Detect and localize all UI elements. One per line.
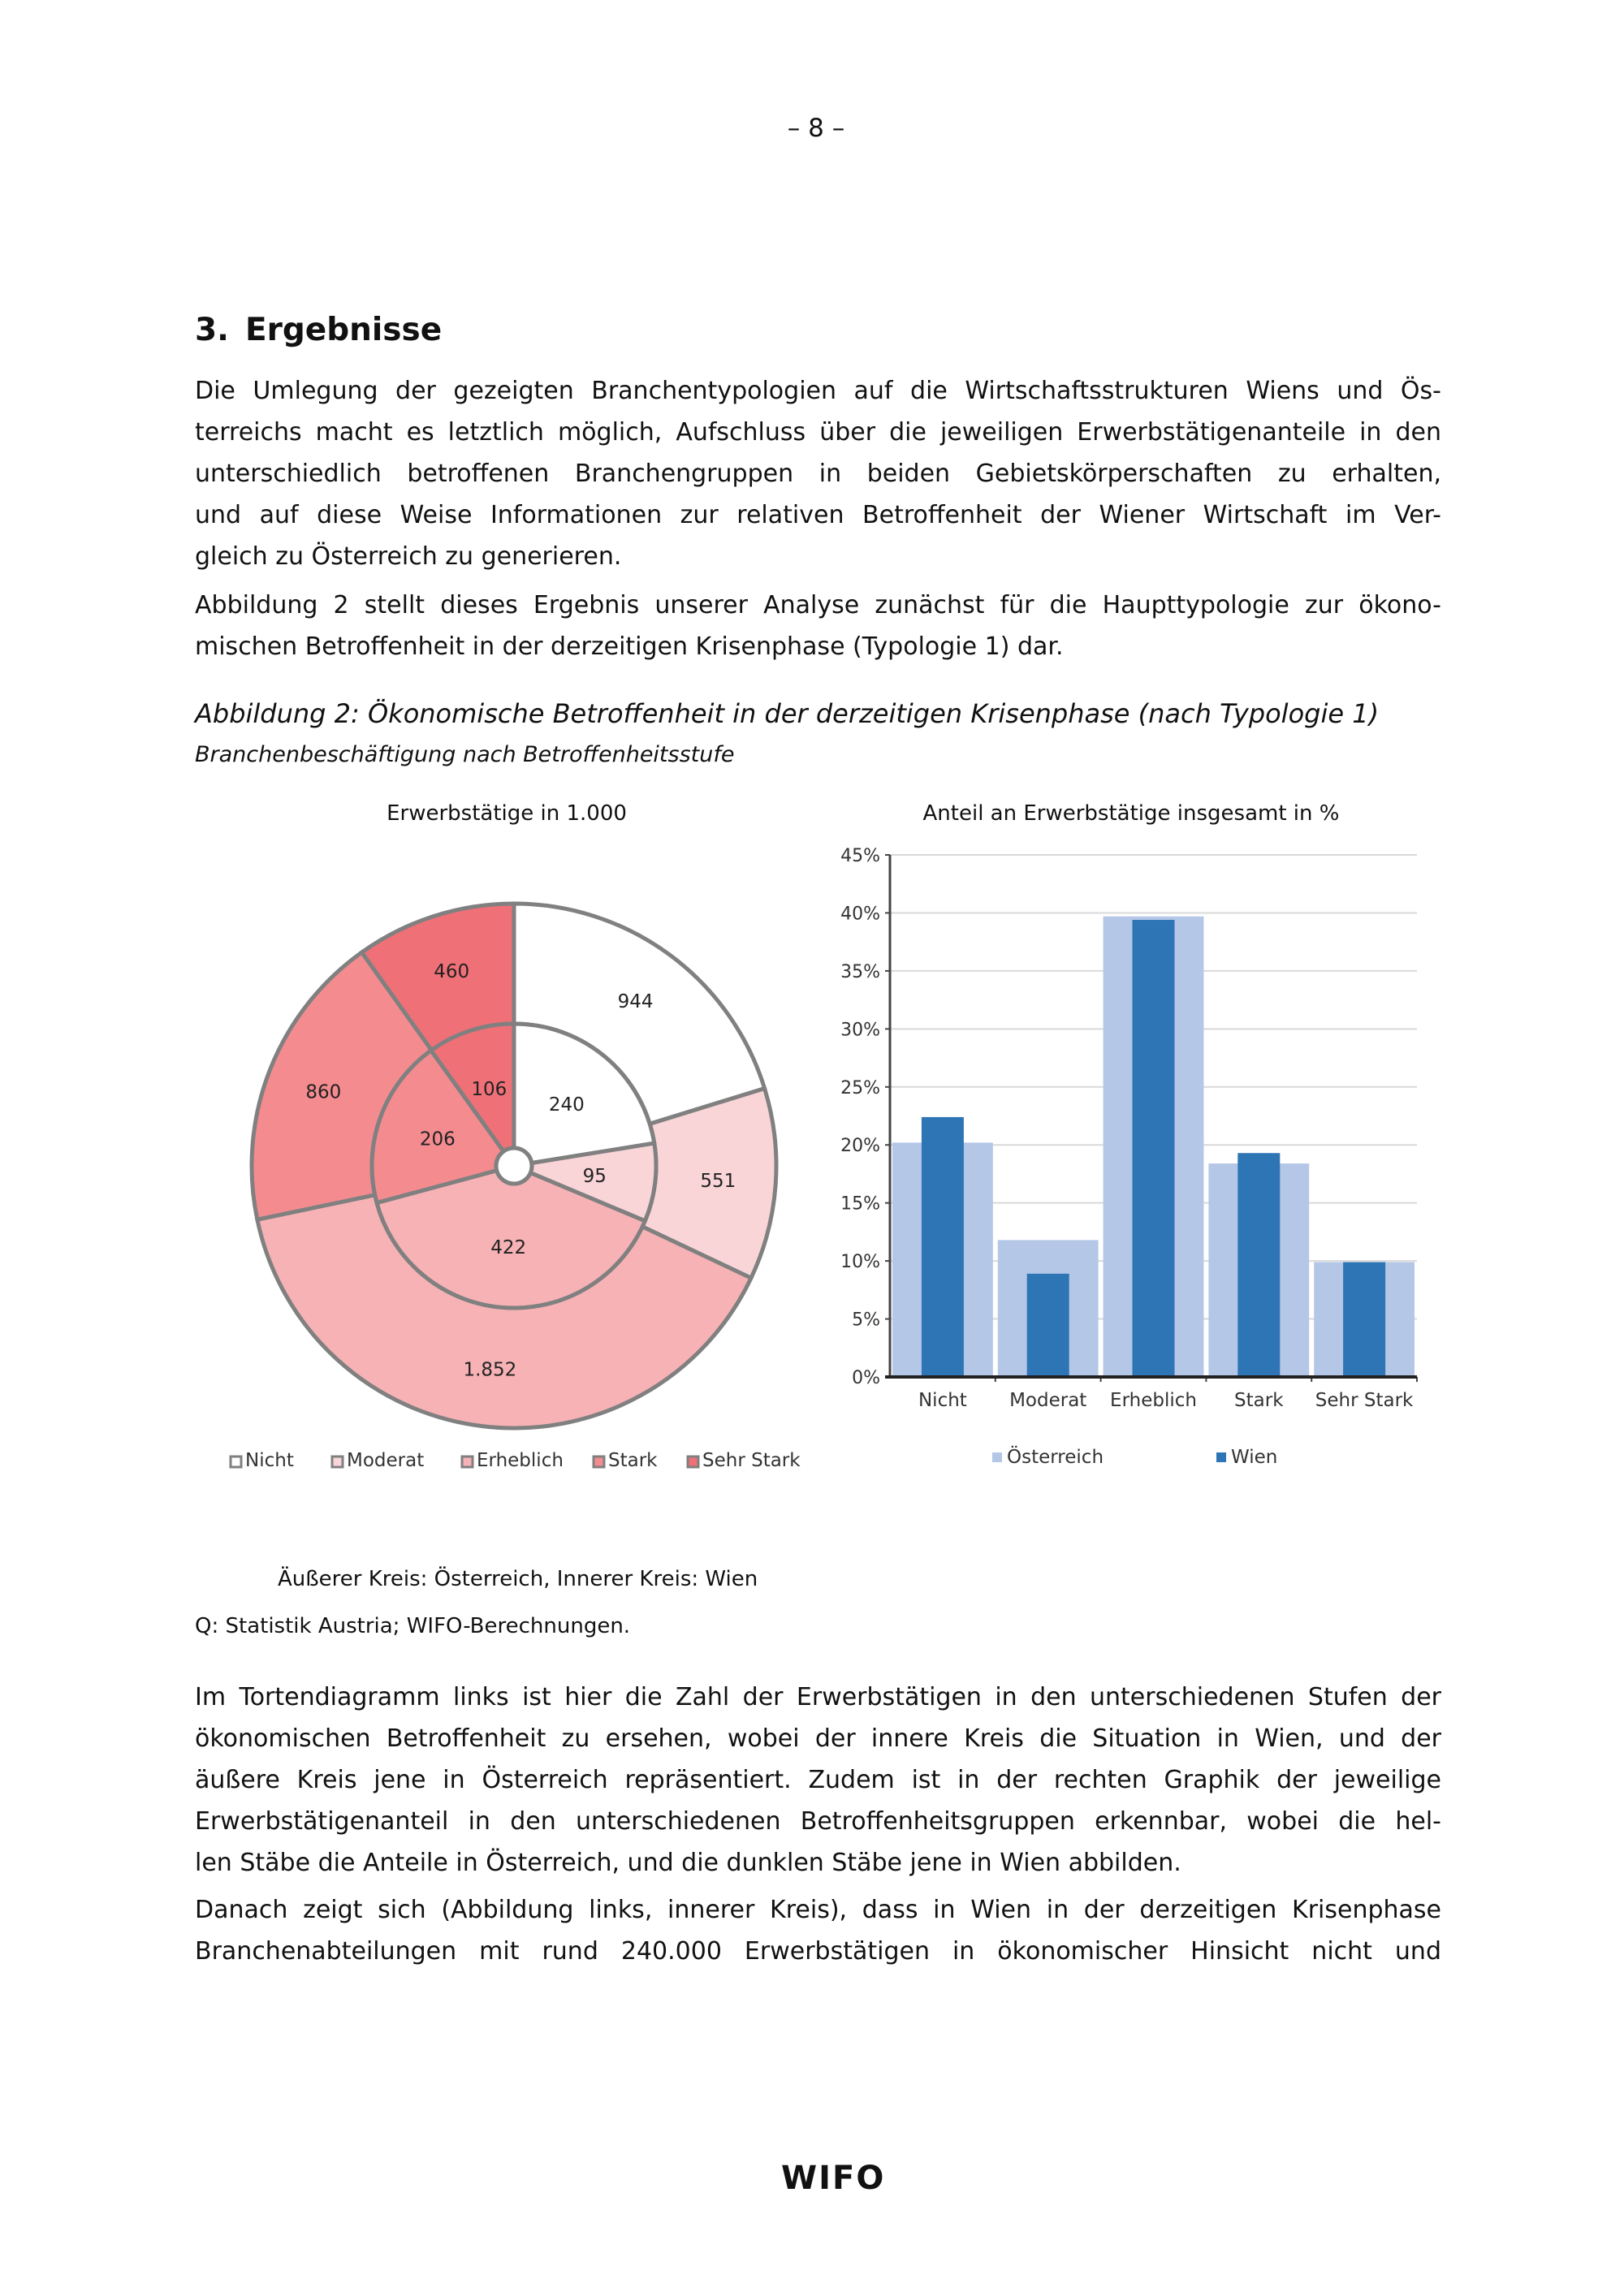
legend-swatch xyxy=(1216,1452,1226,1462)
bar-wien xyxy=(1132,920,1175,1377)
pie-data-label: 551 xyxy=(700,1171,736,1192)
text-line: Abbildung 2 stellt dieses Ergebnis unser… xyxy=(195,591,1441,619)
legend-swatch xyxy=(460,1455,474,1469)
x-tick-label: Erheblich xyxy=(1110,1390,1197,1411)
legend-label: Stark xyxy=(608,1450,658,1471)
bar-wien xyxy=(1343,1262,1386,1377)
x-tick-label: Sehr Stark xyxy=(1315,1390,1414,1411)
x-tick-label: Moderat xyxy=(1009,1390,1086,1411)
legend-swatch xyxy=(992,1452,1002,1462)
y-tick-label: 5% xyxy=(852,1310,880,1331)
figure-source: Q: Statistik Austria; WIFO-Berechnungen. xyxy=(195,1614,631,1638)
legend-swatch xyxy=(592,1455,606,1469)
page-number: – 8 – xyxy=(787,114,845,143)
y-tick-label: 40% xyxy=(840,904,880,924)
text-line: Die Umlegung der gezeigten Branchentypol… xyxy=(195,377,1441,405)
text-line: ökonomischen Betroffenheit zu ersehen, w… xyxy=(195,1724,1441,1753)
y-tick-label: 15% xyxy=(840,1194,880,1215)
y-tick-label: 30% xyxy=(840,1020,880,1040)
text-line: terreichs macht es letztlich möglich, Au… xyxy=(195,418,1441,447)
text-line: äußere Kreis jene in Österreich repräsen… xyxy=(195,1766,1441,1794)
legend-label: Österreich xyxy=(1007,1445,1104,1468)
y-tick-label: 20% xyxy=(840,1136,880,1156)
wifo-logo: WIFO xyxy=(781,2160,886,2197)
figure-caption: Abbildung 2: Ökonomische Betroffenheit i… xyxy=(195,698,1380,729)
pie-data-label: 944 xyxy=(618,991,654,1012)
section-heading: 3. Ergebnisse xyxy=(195,312,442,348)
pie-data-label: 1.852 xyxy=(463,1359,516,1380)
text-line: und auf diese Weise Informationen zur re… xyxy=(195,501,1441,529)
text-line: gleich zu Österreich zu generieren. xyxy=(195,542,622,571)
x-tick-label: Nicht xyxy=(918,1390,967,1411)
pie-center-hole xyxy=(494,1146,534,1186)
legend-label: Nicht xyxy=(245,1450,294,1471)
pie-data-label: 106 xyxy=(471,1079,507,1100)
figure-charts: Erwerbstätige in 1.000 944 551 1.852 860 460… xyxy=(229,801,1418,1471)
pie-title: Erwerbstätige in 1.000 xyxy=(387,801,627,826)
pie-data-label: 860 xyxy=(305,1081,341,1103)
legend-swatch xyxy=(330,1455,344,1469)
text-line: Erwerbstätigenanteil in den unterschiede… xyxy=(195,1807,1441,1836)
bar-chart: Anteil an Erwerbstätige insgesamt in % 0… xyxy=(840,801,1418,1468)
legend-label: Wien xyxy=(1231,1447,1277,1468)
x-tick-label: Stark xyxy=(1234,1390,1284,1411)
legend-swatch xyxy=(686,1455,700,1469)
bar-wien xyxy=(1026,1273,1069,1377)
text-line: Im Tortendiagramm links ist hier die Zah… xyxy=(195,1683,1441,1711)
pie-data-label: 206 xyxy=(420,1129,456,1150)
bar-wien xyxy=(921,1116,964,1377)
pie-chart: Erwerbstätige in 1.000 944 551 1.852 860 460… xyxy=(229,801,801,1471)
pie-data-label: 240 xyxy=(549,1094,585,1116)
legend-label: Sehr Stark xyxy=(702,1450,801,1471)
y-tick-label: 25% xyxy=(840,1078,880,1098)
y-tick-label: 0% xyxy=(852,1368,880,1388)
y-tick-label: 45% xyxy=(840,846,880,866)
text-line: unterschiedlich betroffenen Branchengrup… xyxy=(195,460,1441,488)
text-line: len Stäbe die Anteile in Österreich, und… xyxy=(195,1849,1181,1877)
section-title: Ergebnisse xyxy=(245,312,443,348)
y-tick-label: 10% xyxy=(840,1252,880,1272)
figure-note: Äußerer Kreis: Österreich, Innerer Kreis… xyxy=(278,1567,758,1591)
y-tick-label: 35% xyxy=(840,962,880,982)
legend-swatch xyxy=(229,1455,243,1469)
legend-label: Erheblich xyxy=(477,1450,564,1471)
text-line: Danach zeigt sich (Abbildung links, inne… xyxy=(195,1896,1441,1924)
pie-data-label: 422 xyxy=(490,1237,526,1258)
text-line: mischen Betroffenheit in der derzeitigen… xyxy=(195,632,1064,661)
figure-subcaption: Branchenbeschäftigung nach Betroffenheit… xyxy=(195,742,735,767)
pie-data-label: 95 xyxy=(583,1166,607,1187)
pie-data-label: 460 xyxy=(434,961,469,982)
section-number: 3. xyxy=(195,312,229,348)
bar-title: Anteil an Erwerbstätige insgesamt in % xyxy=(923,801,1340,826)
text-line: Branchenabteilungen mit rund 240.000 Erw… xyxy=(195,1937,1441,1966)
bar-wien xyxy=(1237,1153,1281,1377)
legend-label: Moderat xyxy=(347,1450,424,1471)
